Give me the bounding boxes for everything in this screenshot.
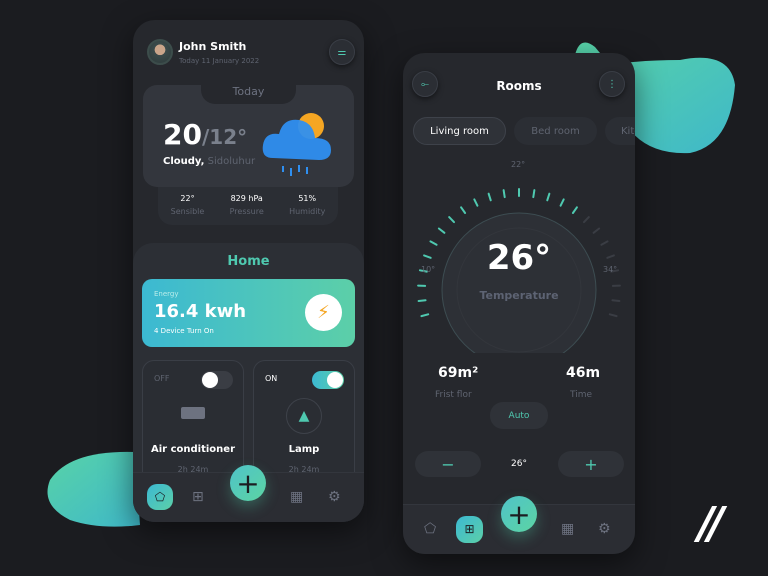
increase-button[interactable]: + — [558, 451, 624, 477]
energy-card[interactable]: Energy 16.4 kwh 4 Device Turn On ⚡ — [142, 279, 355, 347]
tab-living-room[interactable]: Living room — [413, 117, 506, 145]
tab-kitchen[interactable]: Kitc — [605, 117, 635, 145]
energy-label: Energy — [154, 290, 179, 298]
nav-settings-icon[interactable]: ⚙ — [598, 521, 611, 537]
energy-subtext: 4 Device Turn On — [154, 327, 214, 335]
home-screen: John Smith Today 11 January 2022 ⚌ Today… — [133, 20, 364, 522]
dial-tick — [559, 198, 565, 207]
dial-tick — [532, 189, 536, 199]
dial-tick — [437, 227, 446, 234]
temperature-dial[interactable] — [403, 153, 635, 353]
stat-value: 51% — [298, 194, 317, 203]
stepper-value: 26° — [511, 459, 527, 469]
auto-mode-button[interactable]: Auto — [490, 402, 548, 429]
device-name: Air conditioner — [151, 444, 235, 455]
decrease-button[interactable]: − — [415, 451, 481, 477]
dial-tick — [429, 240, 438, 246]
stat-label: Pressure — [229, 207, 264, 216]
rooms-screen: ⟜ Rooms ⋮ Living room Bed room Kitc 22° … — [403, 53, 635, 554]
room-area-label: Frist flor — [435, 390, 472, 400]
device-toggle[interactable] — [312, 371, 344, 389]
add-button[interactable]: + — [501, 496, 537, 532]
device-name: Lamp — [288, 444, 320, 455]
lamp-icon: ▲ — [286, 398, 322, 434]
sliders-icon: ⚌ — [337, 46, 347, 58]
device-state: ON — [265, 374, 278, 383]
brand-logo: // — [698, 498, 724, 549]
weather-stats: 22° Sensible 829 hPa Pressure 51% Humidity — [158, 187, 338, 225]
device-state: OFF — [154, 374, 170, 383]
energy-value: 16.4 kwh — [154, 301, 247, 322]
dial-tick — [583, 216, 590, 224]
dial-tick — [473, 198, 479, 207]
filter-button[interactable]: ⚌ — [329, 39, 355, 65]
dial-min-label: 10° — [421, 265, 436, 274]
dial-tick — [487, 192, 492, 202]
cloud-rain-icon — [262, 113, 331, 176]
nav-grid-icon[interactable]: ⊞ — [456, 516, 483, 543]
decorative-blob — [47, 451, 140, 527]
device-toggle[interactable] — [201, 371, 233, 389]
weather-tab[interactable]: Today — [201, 78, 296, 104]
room-time: 46m — [566, 365, 601, 381]
stat-value: 829 hPa — [230, 194, 263, 203]
page-title: Rooms — [496, 79, 542, 93]
dial-tick — [460, 206, 467, 214]
temperature-value: 26° — [486, 238, 552, 278]
nav-calendar-icon[interactable]: ▦ — [290, 489, 304, 505]
more-button[interactable]: ⋮ — [599, 71, 625, 97]
dial-tick — [546, 192, 551, 202]
nav-home-icon[interactable]: ⬠ — [147, 484, 173, 510]
dial-max-label: 34° — [603, 265, 618, 274]
dial-tick — [571, 206, 578, 214]
dial-inner-ring — [456, 227, 582, 353]
dial-tick — [606, 254, 615, 259]
dial-knob[interactable] — [441, 212, 597, 353]
dial-tick — [418, 269, 428, 273]
avatar[interactable] — [147, 39, 173, 65]
dial-tick — [448, 216, 455, 224]
weather-condition: Cloudy, — [163, 156, 205, 167]
temp-high: 20 — [163, 118, 202, 151]
air-conditioner-icon — [181, 407, 205, 419]
stat-value: 22° — [180, 194, 195, 203]
dial-tick — [502, 189, 506, 199]
tab-bed-room[interactable]: Bed room — [514, 117, 597, 145]
section-title: Home — [227, 254, 270, 269]
dial-tick — [608, 313, 618, 318]
nav-grid-icon[interactable]: ⊞ — [192, 489, 204, 505]
dial-tick — [611, 299, 621, 302]
user-date: Today 11 January 2022 — [179, 57, 260, 65]
weather-location: Sidoluhur — [207, 156, 256, 167]
dial-tick — [600, 240, 609, 246]
dial-tick — [417, 299, 427, 302]
dial-tick — [610, 269, 620, 273]
device-time: 2h 24m — [288, 465, 320, 474]
bolt-icon: ⚡ — [305, 294, 342, 331]
nav-home-icon[interactable]: ⬠ — [424, 521, 437, 537]
more-vertical-icon: ⋮ — [607, 78, 617, 90]
room-area: 69m² — [438, 365, 479, 381]
nav-settings-icon[interactable]: ⚙ — [328, 489, 341, 505]
temperature-caption: Temperature — [479, 289, 559, 302]
user-name: John Smith — [179, 40, 247, 53]
add-button[interactable]: + — [230, 465, 266, 501]
back-arrow-icon: ⟜ — [421, 78, 429, 90]
dial-tick — [592, 227, 601, 234]
dial-tick — [423, 254, 432, 259]
temp-low: /12° — [201, 125, 248, 149]
room-time-label: Time — [570, 390, 593, 400]
back-button[interactable]: ⟜ — [412, 71, 438, 97]
nav-calendar-icon[interactable]: ▦ — [561, 521, 575, 537]
stat-label: Humidity — [289, 207, 326, 216]
stat-label: Sensible — [170, 207, 205, 216]
device-time: 2h 24m — [177, 465, 209, 474]
dial-mid-label: 22° — [511, 160, 526, 169]
dial-tick — [420, 313, 430, 318]
